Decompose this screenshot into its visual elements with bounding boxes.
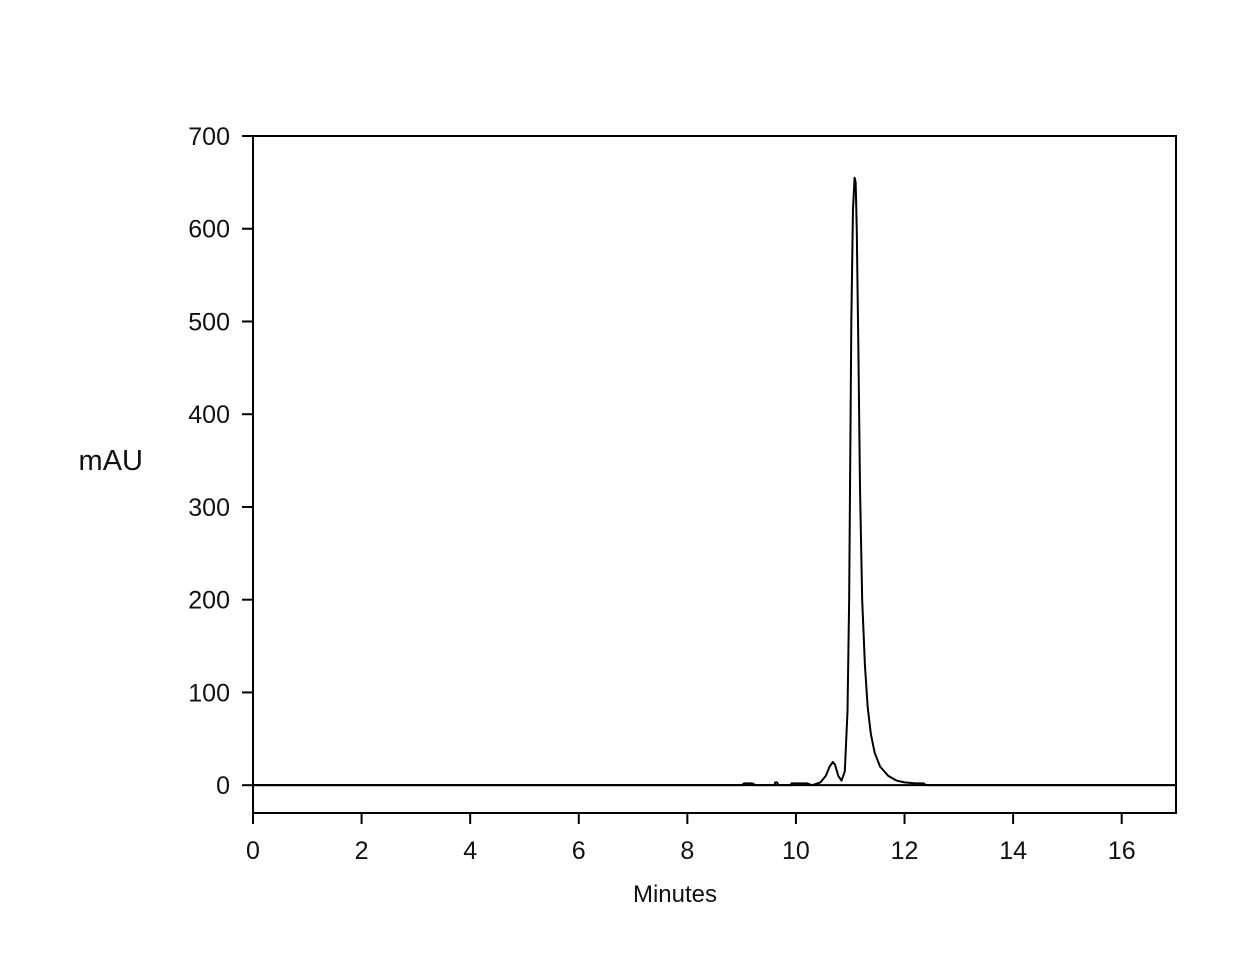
- x-tick-label: 0: [246, 837, 260, 865]
- x-tick-label: 12: [891, 837, 919, 865]
- y-tick-label: 300: [188, 494, 230, 522]
- y-tick-label: 0: [216, 772, 230, 800]
- x-tick-label: 6: [572, 837, 586, 865]
- y-tick-label: 500: [188, 308, 230, 336]
- x-tick-label: 4: [463, 837, 477, 865]
- y-tick-label: 200: [188, 587, 230, 615]
- x-tick-label: 10: [782, 837, 810, 865]
- x-axis-ticks: 0 2 4 6 8 10 12 14 16: [246, 813, 1136, 865]
- x-axis-title: Minutes: [633, 881, 717, 908]
- plot-frame: [252, 135, 1177, 814]
- x-tick-label: 8: [680, 837, 694, 865]
- y-tick-label: 600: [188, 216, 230, 244]
- y-axis-ticks: 0 100 200 300 400 500 600 700: [188, 123, 253, 800]
- y-tick-label: 100: [188, 679, 230, 707]
- x-tick-label: 16: [1108, 837, 1136, 865]
- y-axis-title: mAU: [79, 445, 143, 477]
- y-tick-label: 400: [188, 401, 230, 429]
- y-tick-label: 700: [188, 123, 230, 151]
- x-tick-label: 2: [355, 837, 369, 865]
- x-tick-label: 14: [999, 837, 1027, 865]
- chromatogram-trace: [253, 176, 1176, 787]
